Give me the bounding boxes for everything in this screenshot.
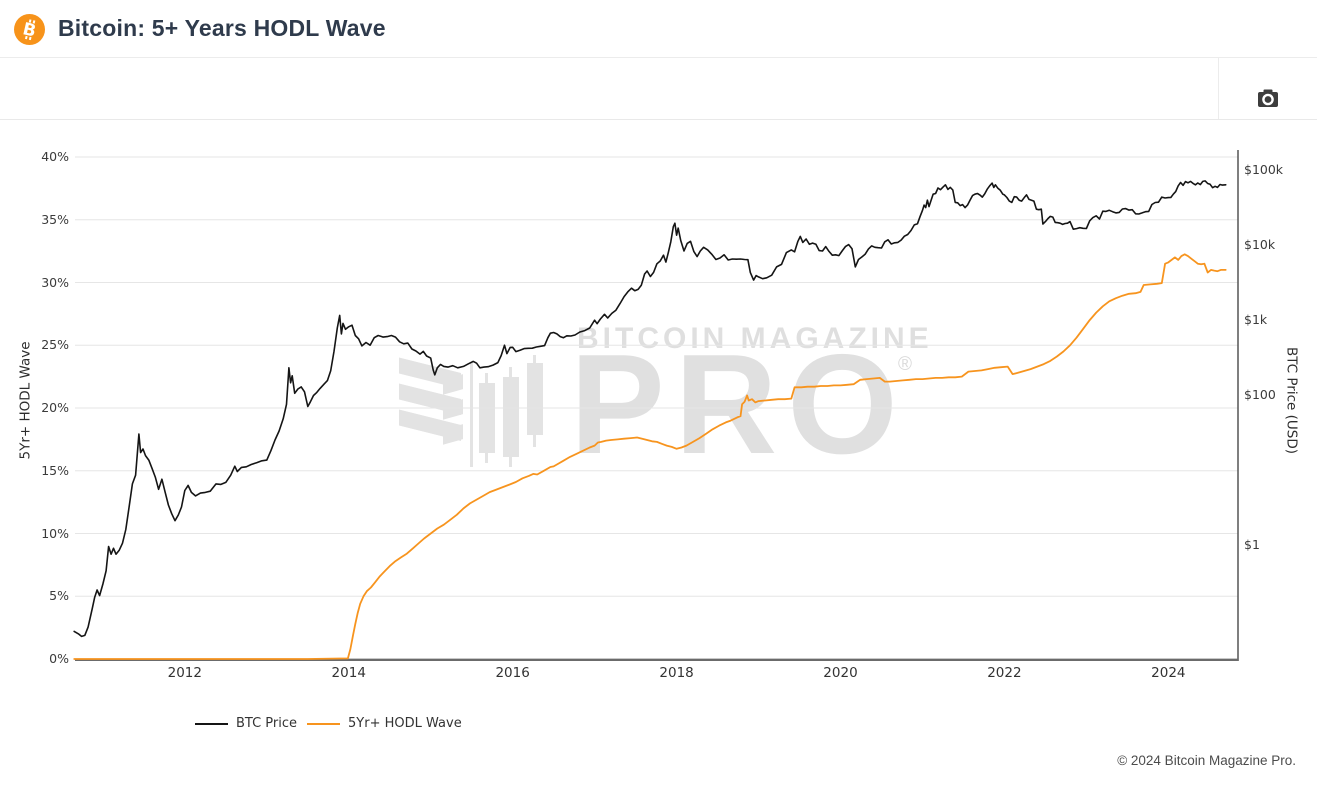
left-axis-tick-label: 40% <box>41 149 69 164</box>
legend-swatch <box>307 722 341 725</box>
bitcoin-logo-icon: B <box>14 14 45 45</box>
legend-swatch <box>195 722 228 725</box>
left-axis-tick-label: 0% <box>49 651 69 666</box>
right-axis-tick-label: $1 <box>1244 536 1260 552</box>
page-title: Bitcoin: 5+ Years HODL Wave <box>58 15 386 41</box>
legend-label: 5Yr+ HODL Wave <box>348 716 462 731</box>
left-axis-tick-label: 35% <box>41 211 69 227</box>
left-axis-tick-label: 25% <box>41 337 69 353</box>
x-axis-tick-label: 2020 <box>823 665 858 681</box>
x-axis-tick-label: 2018 <box>659 665 694 681</box>
x-axis-tick-label: 2012 <box>167 665 202 681</box>
x-axis-tick-label: 2016 <box>495 665 530 681</box>
left-axis-tick-label: 20% <box>41 400 69 415</box>
download-snapshot-button[interactable] <box>1250 83 1286 113</box>
chart-region: BITCOIN MAGAZINE PRO ® 0% 5% 10% 15% 20% 25% 3… <box>0 120 1317 787</box>
chart-toolbar <box>0 58 1317 120</box>
legend-label: BTC Price <box>236 716 298 731</box>
right-axis-tick-label: $10k <box>1244 236 1276 252</box>
right-axis-tick-label: $100k <box>1244 161 1284 177</box>
x-axis-tick-label: 2024 <box>1151 665 1186 681</box>
left-axis-tick-label: 15% <box>41 462 69 478</box>
svg-text:B: B <box>21 19 38 41</box>
x-axis-tick-label: 2022 <box>987 665 1022 681</box>
left-axis-title: 5Yr+ HODL Wave <box>17 341 34 460</box>
right-axis-tick-label: $1k <box>1244 311 1268 327</box>
x-axis-tick-label: 2014 <box>331 665 366 681</box>
copyright-text: © 2024 Bitcoin Magazine Pro. <box>1117 753 1296 768</box>
series-line-5yr-hodl-wave <box>73 253 1227 660</box>
left-axis-tick-label: 10% <box>41 525 69 541</box>
legend-item-5yr-hodl-wave[interactable]: 5Yr+ HODL Wave <box>307 716 462 731</box>
chart-legend: BTC Price 5Yr+ HODL Wave <box>195 716 462 731</box>
left-axis-tick-label: 30% <box>41 274 69 290</box>
legend-item-btc-price[interactable]: BTC Price <box>195 716 297 731</box>
left-axis-tick-label: 5% <box>49 588 69 604</box>
right-axis-tick-label: $100 <box>1244 386 1276 402</box>
camera-icon <box>1258 89 1278 107</box>
titlebar: B Bitcoin: 5+ Years HODL Wave <box>0 0 1317 58</box>
chart-plot-area[interactable] <box>0 120 1317 787</box>
series-line-btc-price <box>73 180 1227 638</box>
toolbar-separator <box>1218 58 1219 119</box>
right-axis-title: BTC Price (USD) <box>1283 346 1300 455</box>
